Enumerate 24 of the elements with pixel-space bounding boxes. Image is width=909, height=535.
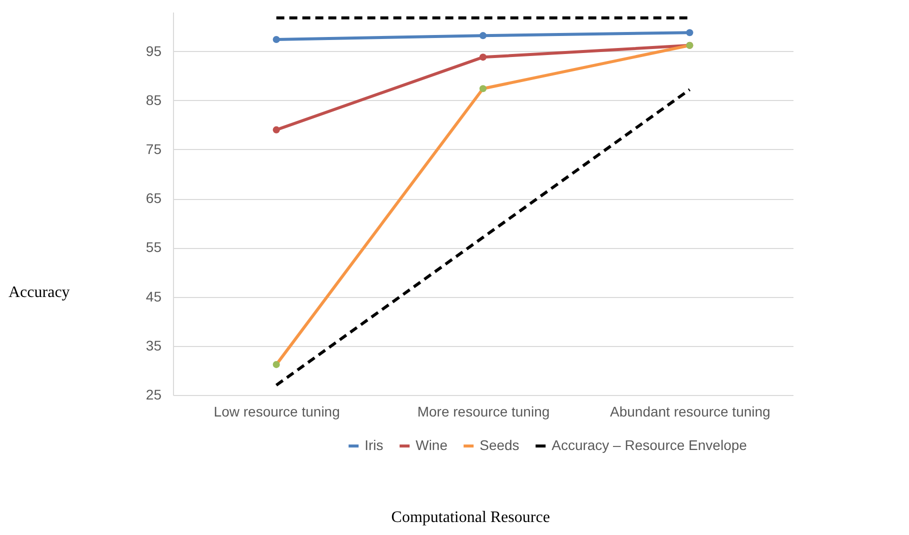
x-tick-label: More resource tuning <box>417 404 550 420</box>
point <box>479 32 487 40</box>
legend-label: Wine <box>416 437 448 453</box>
legend-label: Iris <box>364 437 384 453</box>
y-axis-title: Accuracy <box>8 284 70 301</box>
legend-label: Accuracy – Resource Envelope <box>552 437 748 453</box>
point <box>479 54 487 61</box>
x-tick-label: Abundant resource tuning <box>610 404 770 420</box>
point <box>272 126 280 134</box>
y-tick-label: 45 <box>146 288 162 304</box>
y-tick-label: 85 <box>146 92 162 108</box>
point <box>686 29 694 36</box>
x-tick-label: Low resource tuning <box>214 404 340 420</box>
point <box>272 361 280 368</box>
y-tick-label: 55 <box>146 239 162 256</box>
y-tick-label: 75 <box>146 140 162 157</box>
y-tick-label: 95 <box>146 42 162 59</box>
text: Computational Resource <box>391 509 550 526</box>
y-tick-label: 65 <box>146 190 162 206</box>
point <box>479 85 487 92</box>
y-tick-label: 35 <box>146 337 162 354</box>
point <box>272 36 280 44</box>
legend-label: Seeds <box>480 437 520 453</box>
y-tick-label: 25 <box>146 386 162 402</box>
